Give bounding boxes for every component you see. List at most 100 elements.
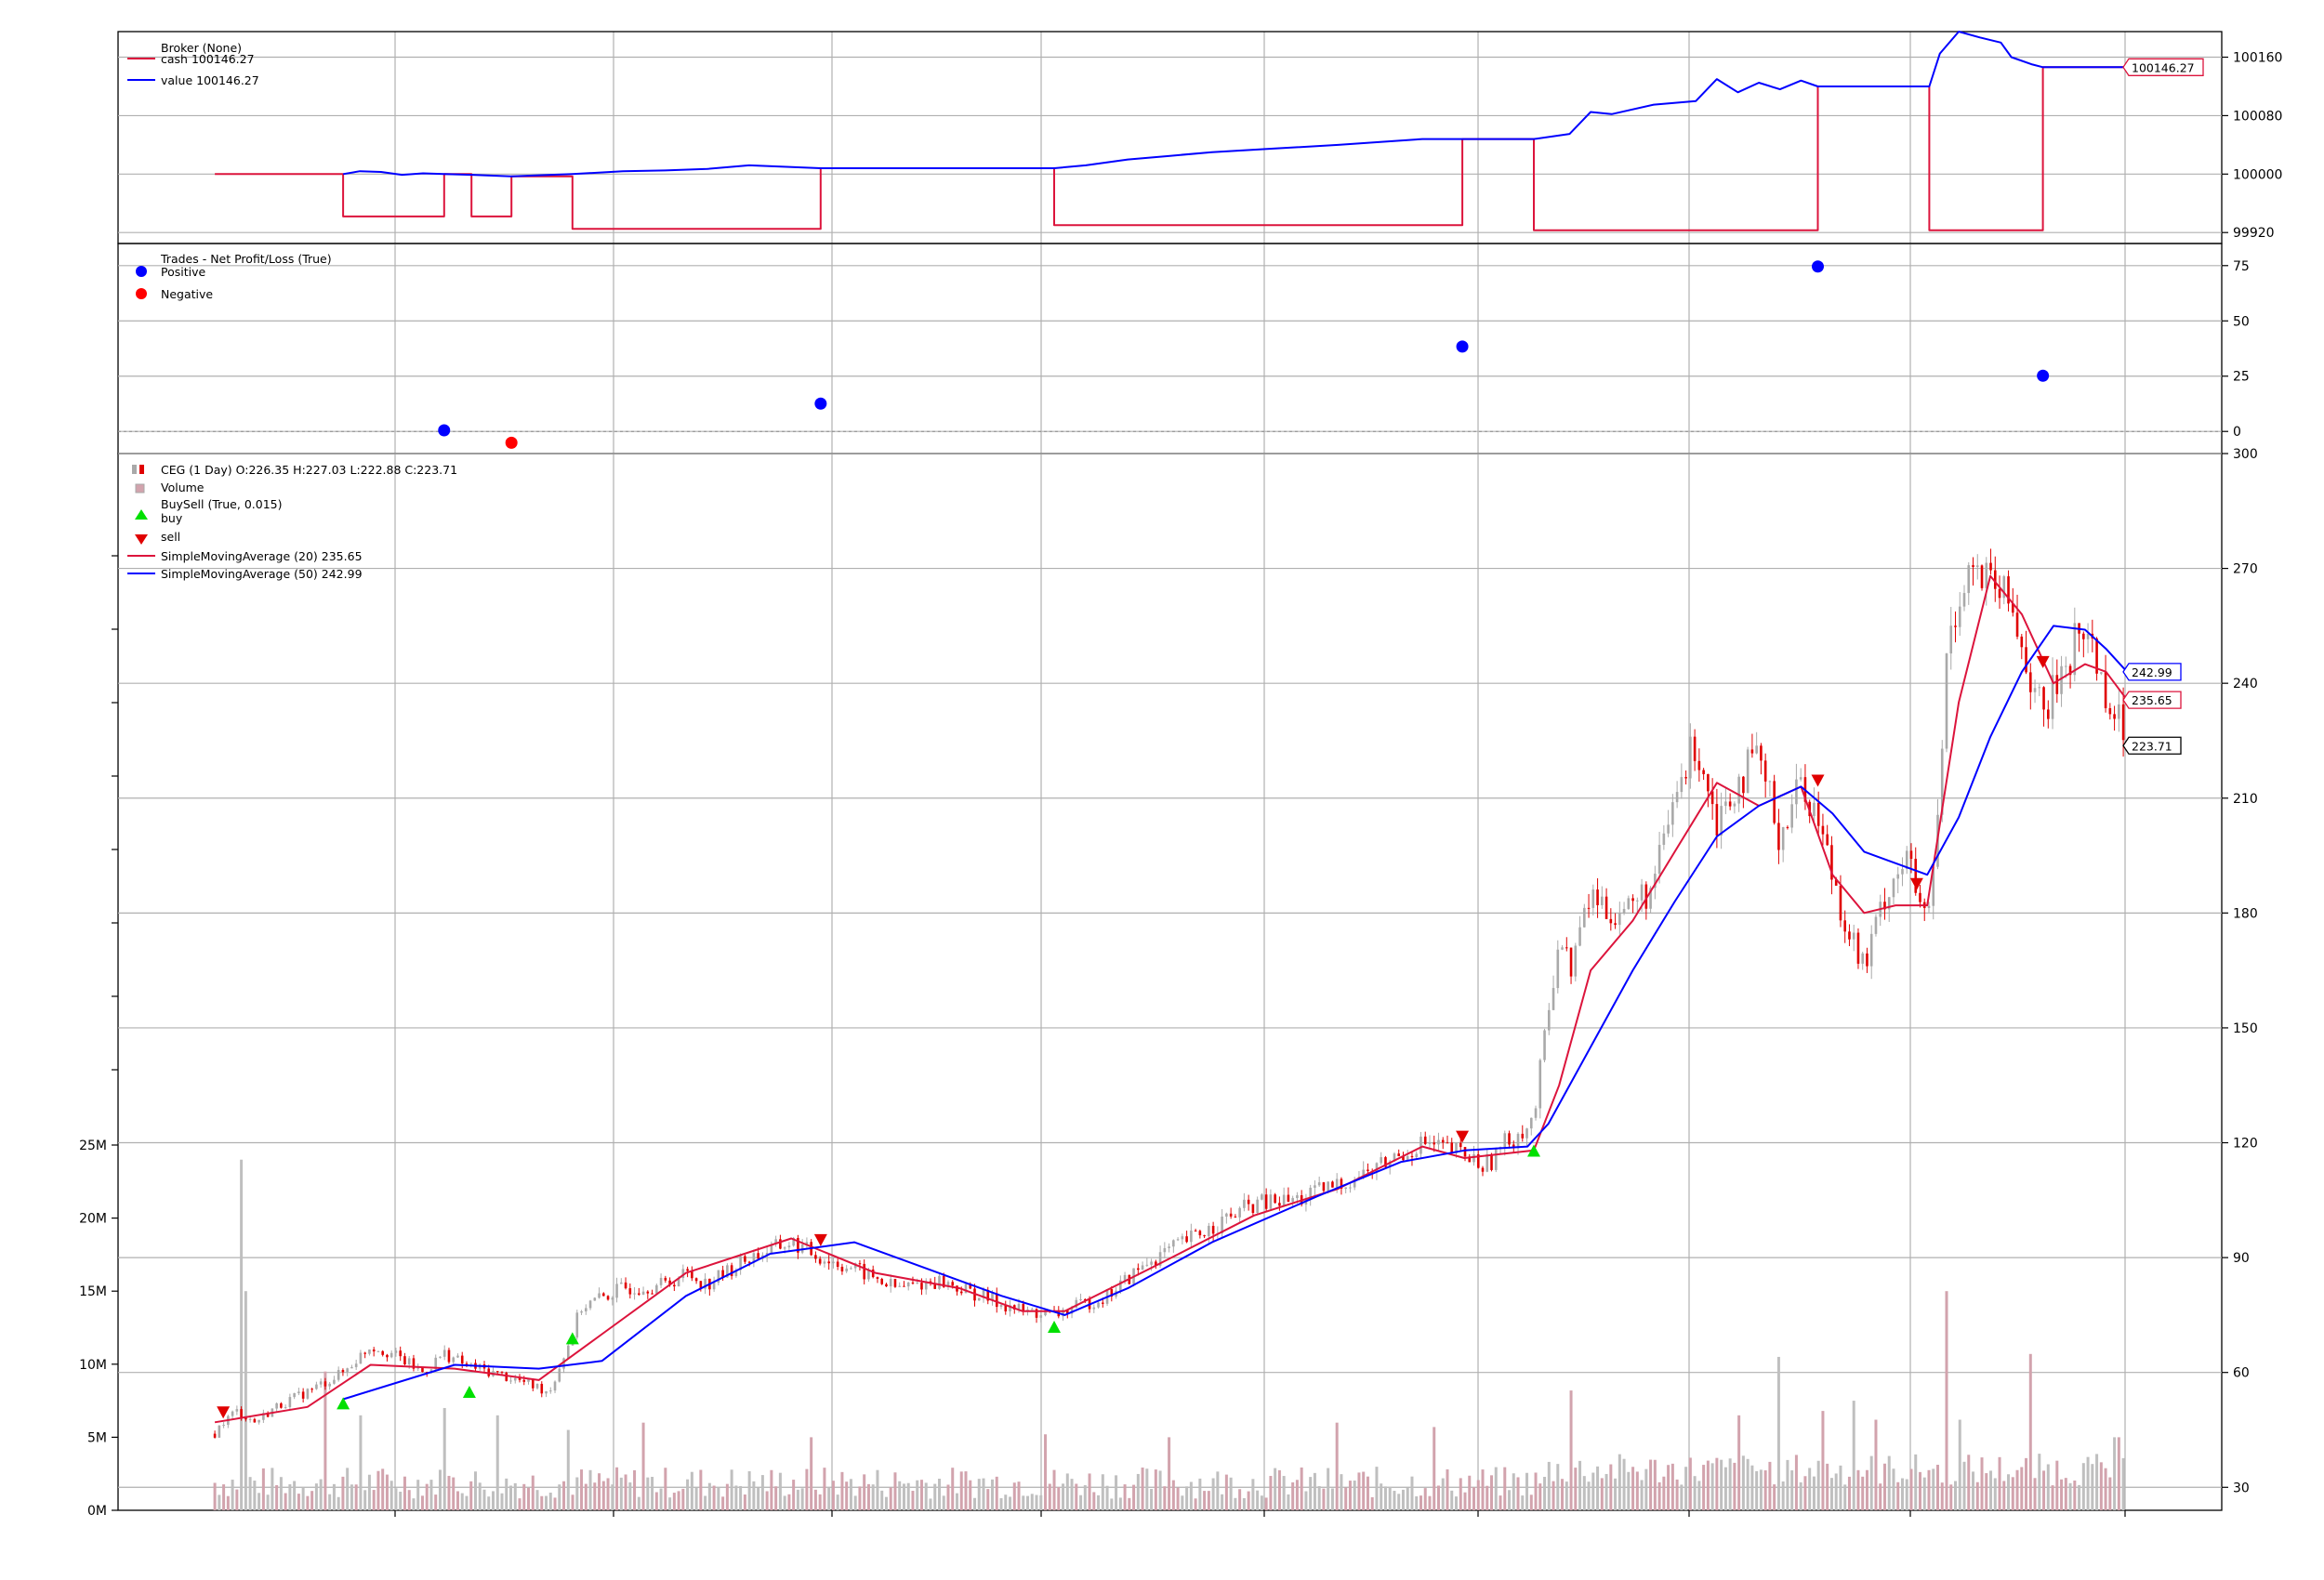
candle-body <box>1450 1142 1454 1154</box>
candle-body <box>876 1277 879 1279</box>
volume-bar <box>314 1483 318 1510</box>
volume-bar <box>1534 1472 1538 1510</box>
candle-body <box>1084 1298 1087 1300</box>
volume-bar <box>1759 1469 1763 1510</box>
candle-body <box>827 1261 830 1264</box>
candle-body <box>1238 1207 1241 1218</box>
candle-body <box>434 1357 438 1370</box>
volume-bar <box>1547 1461 1551 1510</box>
volume-bar <box>1710 1463 1714 1510</box>
candle-body <box>1035 1309 1038 1318</box>
volume-bar <box>1816 1460 1820 1510</box>
candle-body <box>2038 687 2041 689</box>
sma50-last-value-box <box>2122 663 2182 681</box>
candle-body <box>1583 907 1586 928</box>
candle-body <box>460 1355 464 1364</box>
volume-bar <box>739 1485 743 1510</box>
volume-bar <box>1640 1480 1644 1510</box>
candle-body <box>832 1261 835 1264</box>
volume-bar <box>982 1478 985 1510</box>
volume-bar <box>328 1494 332 1510</box>
volume-bar <box>1009 1496 1012 1510</box>
volume-bar <box>1481 1469 1485 1510</box>
volume-bar <box>1415 1495 1419 1510</box>
volume-bar <box>1247 1491 1250 1510</box>
volume-bar <box>725 1483 729 1510</box>
volume-bar <box>1017 1481 1021 1510</box>
positive-trade-point <box>438 424 451 437</box>
sell-marker <box>1811 774 1825 787</box>
y-tick-label: 100080 <box>2233 109 2282 124</box>
volume-bar <box>1105 1485 1109 1510</box>
volume-bar <box>893 1472 897 1510</box>
candle-body <box>1455 1142 1458 1154</box>
volume-bar <box>540 1495 544 1510</box>
volume-bar <box>1755 1470 1759 1510</box>
volume-bar <box>977 1479 981 1510</box>
candle-body <box>1671 802 1674 825</box>
volume-bar <box>1596 1466 1600 1510</box>
candle-body <box>2028 672 2032 692</box>
volume-bar <box>1026 1495 1030 1510</box>
volume-bar <box>491 1491 495 1510</box>
candle-body <box>721 1270 724 1278</box>
volume-bar <box>871 1484 875 1510</box>
volume-bar <box>1600 1478 1604 1510</box>
candle-body <box>390 1352 393 1358</box>
sell-marker <box>1909 877 1923 890</box>
volume-bar <box>1773 1484 1776 1510</box>
candle-body <box>545 1390 548 1394</box>
legend-buy-label: buy <box>161 511 183 525</box>
candle-body <box>858 1263 862 1265</box>
volume-bar <box>730 1469 733 1510</box>
volume-bar <box>2002 1481 2006 1510</box>
candle-body <box>1848 931 1851 940</box>
volume-bar <box>231 1480 234 1510</box>
volume-bar <box>500 1493 504 1510</box>
volume-bar <box>760 1475 764 1510</box>
candle-body <box>452 1357 456 1363</box>
volume-bar <box>955 1493 958 1510</box>
candle-body <box>633 1293 636 1295</box>
volume-bar <box>513 1482 517 1510</box>
candle-body <box>1689 736 1692 779</box>
volume-bar <box>531 1475 535 1510</box>
candle-body <box>1141 1265 1144 1271</box>
candle-body <box>262 1413 265 1420</box>
candle-body <box>412 1358 416 1369</box>
candle-body <box>1919 892 1921 902</box>
volume-bar <box>1935 1465 1939 1510</box>
candle-body <box>1578 927 1581 946</box>
candle-body <box>1901 869 1904 875</box>
volume-bar <box>1330 1488 1334 1510</box>
candle-body <box>1415 1153 1419 1158</box>
candle-body <box>2086 633 2090 639</box>
volume-bar <box>1508 1490 1512 1510</box>
volume-bar <box>2121 1457 2125 1510</box>
volume-bar <box>1662 1476 1666 1510</box>
candle-body <box>1428 1142 1432 1144</box>
volume-bar <box>1847 1476 1851 1510</box>
candle-body <box>407 1358 411 1365</box>
candle-body <box>1547 1009 1551 1031</box>
candle-body <box>553 1381 557 1391</box>
volume-bar <box>1357 1472 1361 1510</box>
candle-body <box>765 1253 769 1256</box>
candle-body <box>673 1284 676 1287</box>
candle-body <box>1437 1139 1440 1145</box>
y-tick-label: 210 <box>2233 792 2258 807</box>
candle-body <box>1110 1289 1114 1297</box>
candle-body <box>1269 1194 1273 1209</box>
candle-body <box>293 1393 296 1398</box>
candle-body <box>1190 1231 1193 1243</box>
volume-bar <box>1940 1482 1944 1510</box>
candle-body <box>1119 1280 1122 1291</box>
candle-body <box>1980 565 1984 588</box>
candle-body <box>1463 1147 1467 1157</box>
candle-body <box>1940 748 1944 815</box>
candle-body <box>823 1261 826 1264</box>
candle-body <box>1468 1156 1472 1163</box>
volume-bar <box>1264 1497 1268 1510</box>
candle-body <box>1710 791 1714 805</box>
candle-body <box>1622 908 1626 914</box>
